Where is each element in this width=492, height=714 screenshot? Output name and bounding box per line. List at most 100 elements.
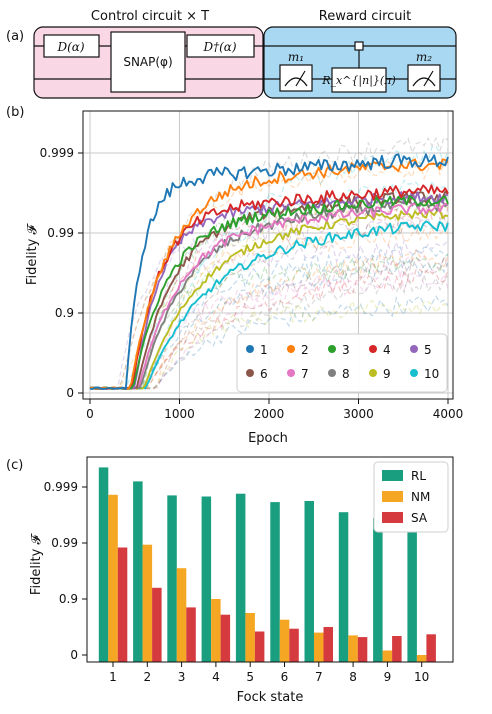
bar-NM-fock-6: [279, 619, 290, 662]
panel-b-ytick-label: 0.999: [40, 146, 74, 160]
legend-label-10: 10: [424, 367, 439, 381]
panel-b-label: (b): [6, 105, 24, 120]
legend-marker-8: [328, 369, 336, 377]
series-line-6: [89, 190, 449, 390]
legend-label-2: 2: [301, 343, 309, 357]
legend-label-5: 5: [424, 343, 432, 357]
meas1-needle: [295, 70, 306, 87]
meas2-arc: [412, 77, 436, 87]
bar-RL-fock-6: [270, 502, 280, 662]
displacement-gate-label: D(α): [56, 40, 84, 54]
legend-label-6: 6: [260, 367, 268, 381]
bar-SA-fock-8: [357, 637, 368, 662]
legend-marker-3: [328, 345, 336, 353]
series-line-7: [89, 202, 449, 390]
displacement-gate: [43, 34, 100, 58]
panel-b-frame: [82, 110, 454, 400]
background-run-line: [90, 272, 449, 390]
panel-c-xlabel: Fock state: [237, 690, 304, 705]
bar-NM-fock-9: [382, 650, 393, 662]
panel-b-xlabel: Epoch: [248, 431, 288, 446]
legend-marker-4: [369, 345, 377, 353]
bar-SA-fock-10: [426, 634, 436, 662]
panel-b-xtick-label: 0: [86, 407, 94, 421]
meas2-needle: [423, 70, 434, 87]
bar-SA-fock-2: [152, 587, 162, 662]
snap-gate-label: SNAP(φ): [123, 55, 172, 69]
displacement-dagger-label: D†(α): [202, 40, 236, 54]
legend-label-RL: RL: [411, 469, 426, 483]
meas1-arc: [284, 77, 308, 87]
legend-label-8: 8: [342, 367, 350, 381]
panel-b-xtick-label: 3000: [343, 407, 374, 421]
control-node: [354, 41, 364, 51]
panel-b-legend: 1 2 3 4 5 6 7 8 9 10: [236, 333, 448, 393]
series-line-1: [89, 153, 449, 390]
series-line-3: [89, 195, 449, 390]
panel-c-xtick-label: 9: [384, 670, 392, 684]
panel-c-ytick-label: 0.99: [51, 536, 78, 550]
panel-c-xtick-label: 6: [281, 670, 289, 684]
legend-swatch-SA: [382, 512, 403, 523]
background-run-line: [89, 258, 449, 390]
reward-circuit-title: Reward circuit: [319, 9, 411, 24]
legend-marker-10: [410, 369, 418, 377]
bar-SA-fock-9: [392, 636, 402, 662]
panel-c-label: (c): [6, 458, 23, 473]
bar-SA-fock-5: [254, 631, 265, 662]
background-run-line: [89, 192, 449, 390]
legend-label-3: 3: [342, 343, 350, 357]
meas2-label: m₂: [416, 50, 432, 64]
series-line-5: [89, 191, 449, 390]
panel-c-xtick-label: 10: [414, 670, 429, 684]
panel-c-frame: [86, 456, 454, 663]
legend-label-4: 4: [383, 343, 391, 357]
panel-b-ytick-label: 0.99: [47, 226, 74, 240]
bar-NM-fock-7: [314, 632, 324, 662]
legend-marker-6: [246, 369, 254, 377]
legend-label-SA: SA: [411, 511, 428, 525]
bar-SA-fock-7: [323, 627, 333, 662]
panel-b-ticks: 0 1000 2000 3000 4000 0 0.9 0.99 0.999: [40, 146, 464, 421]
bar-RL-fock-4: [201, 496, 212, 662]
legend-marker-5: [410, 345, 418, 353]
panel-c-ylabel: Fidelity 𝓕: [29, 533, 44, 596]
series-line-8: [89, 199, 449, 390]
legend-swatch-RL: [382, 470, 403, 481]
background-run-line: [89, 136, 449, 390]
panel-c-ytick-label: 0.9: [59, 592, 78, 606]
panel-b-xtick-label: 4000: [433, 407, 464, 421]
background-run-line: [89, 274, 449, 390]
background-run-line: [89, 295, 449, 390]
bar-SA-fock-1: [117, 547, 128, 662]
background-run-line: [89, 238, 449, 390]
meas1-label: m₁: [288, 50, 304, 64]
background-run-line: [89, 254, 449, 390]
panel-b-ytick-label: 0: [66, 386, 74, 400]
panel-b-xtick-label: 2000: [254, 407, 285, 421]
panel-c-xtick-label: 5: [246, 670, 254, 684]
bar-SA-fock-4: [220, 614, 231, 662]
bar-NM-fock-5: [245, 613, 255, 662]
panel-c-xtick-label: 8: [349, 670, 357, 684]
panel-a-label: (a): [6, 29, 24, 44]
panel-c-ticks: 0 0.9 0.99 0.999 1 2 3 4 5 6 7 8 9 10: [44, 480, 430, 684]
training-curves-panel: (b) 0 1000 2000 3000 4000 0 0.9 0.99 0.999 Epoch…: [6, 105, 463, 446]
background-run-line: [89, 299, 449, 390]
bar-NM-fock-2: [142, 544, 153, 662]
series-line-9: [89, 208, 449, 390]
panel-c-ytick-label: 0: [70, 648, 78, 662]
bar-NM-fock-10: [416, 655, 427, 662]
bar-RL-fock-5: [235, 493, 246, 662]
bar-NM-fock-8: [348, 635, 358, 662]
control-circuit-title: Control circuit × T: [91, 9, 209, 24]
bar-SA-fock-3: [186, 607, 196, 662]
background-run-line: [89, 249, 449, 390]
bar-NM-fock-4: [211, 599, 221, 662]
legend-marker-9: [369, 369, 377, 377]
bar-SA-fock-6: [289, 628, 299, 662]
rotation-gate-label: R_x^{|n|}(π): [321, 74, 396, 88]
series-line-10: [89, 220, 449, 390]
panel-c-xtick-label: 4: [212, 670, 220, 684]
